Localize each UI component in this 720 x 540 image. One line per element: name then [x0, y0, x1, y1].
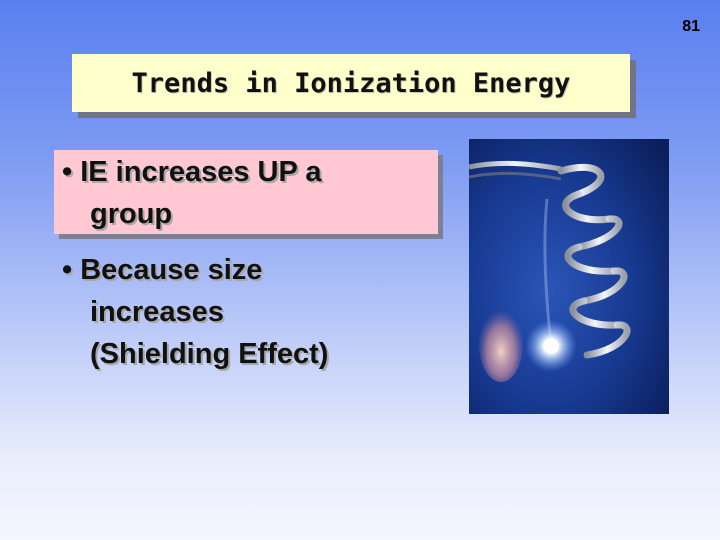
bullet-item-2: • Because size increases (Shielding Effe… — [62, 249, 328, 375]
bullet-highlight-box — [54, 150, 438, 234]
bullet-2-line-1: • Because size — [62, 254, 263, 286]
title-box: Trends in Ionization Energy — [72, 54, 630, 112]
bullet-1-line-2: group — [90, 198, 173, 230]
bullet-1-line-1: • IE increases UP a — [62, 156, 322, 188]
bullet-2-line-3: (Shielding Effect) — [90, 338, 329, 370]
bullet-item-1: • IE increases UP a group — [62, 151, 322, 235]
flame-wire-coil-photo — [469, 139, 669, 414]
bullet-2-line-2: increases — [90, 296, 224, 328]
slide-title: Trends in Ionization Energy — [131, 67, 571, 99]
slide-number: 81 — [682, 18, 700, 35]
